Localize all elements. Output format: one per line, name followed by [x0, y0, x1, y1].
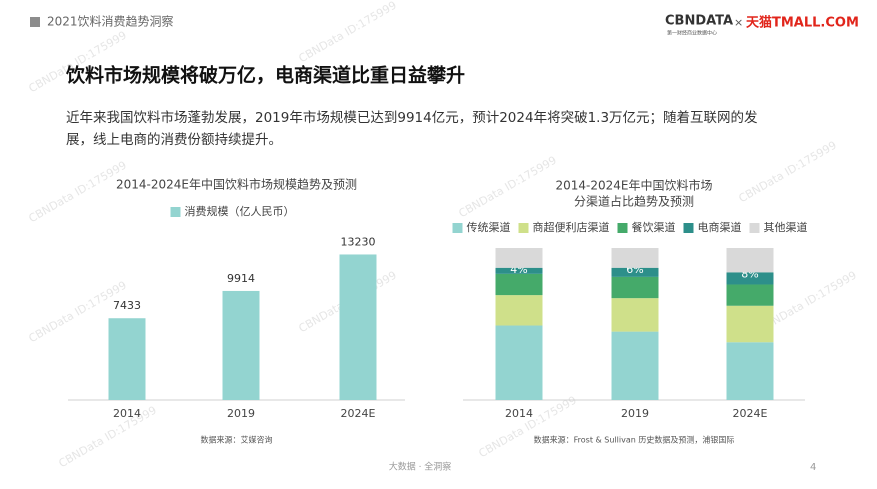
watermark: CBNData ID:175999: [477, 394, 579, 461]
bar: [108, 318, 146, 400]
watermark: CBNData ID:175999: [57, 404, 159, 471]
footer-tagline: 大数据 · 全洞察: [389, 461, 452, 473]
bar-segment: [611, 267, 659, 277]
chart-title: 分渠道占比趋势及预测: [574, 194, 694, 209]
slide-title: 饮料市场规模将破万亿，电商渠道比重日益攀升: [65, 64, 465, 87]
x-tick-label: 2024E: [341, 407, 376, 420]
bar-segment: [611, 298, 659, 332]
x-tick-label: 2024E: [733, 407, 768, 420]
logo-sep: ×: [734, 16, 743, 29]
bar-segment: [726, 342, 774, 400]
value-label: 7433: [113, 299, 141, 312]
bar-segment: [611, 248, 659, 268]
x-tick-label: 2019: [227, 407, 255, 420]
watermark: CBNData ID:175999: [27, 159, 129, 226]
bar: [339, 254, 377, 400]
watermark: CBNData ID:175999: [737, 139, 839, 206]
body-line: 展，线上电商的消费份额持续提升。: [66, 132, 282, 148]
x-tick-label: 2014: [505, 407, 533, 420]
watermark: CBNData ID:175999: [457, 154, 559, 221]
x-tick-label: 2014: [113, 407, 141, 420]
legend-swatch: [683, 223, 694, 233]
section-label: 2021饮料消费趋势洞察: [47, 15, 174, 29]
legend-swatch: [749, 223, 760, 233]
bar-segment: [611, 331, 659, 400]
body-line: 近年来我国饮料市场蓬勃发展，2019年市场规模已达到9914亿元，预计2024年…: [66, 109, 758, 126]
source-note: 数据来源：艾媒咨询: [201, 435, 273, 445]
bar-segment: [726, 284, 774, 306]
bar-segment: [726, 305, 774, 343]
section-icon: [30, 17, 40, 27]
legend-label: 餐饮渠道: [632, 220, 676, 234]
bar-segment: [495, 295, 543, 326]
chart-title: 2014-2024E年中国饮料市场: [556, 178, 713, 193]
legend-swatch: [170, 207, 181, 217]
source-note: 数据来源：Frost & Sullivan 历史数据及预测，浦银国际: [534, 435, 735, 445]
logo-sub: 第一财经商业数据中心: [667, 30, 717, 37]
legend-label: 其他渠道: [764, 220, 808, 234]
value-label: 13230: [341, 235, 376, 248]
legend-swatch: [617, 223, 628, 233]
watermark: CBNData ID:175999: [297, 0, 399, 65]
legend-label: 消费规模（亿人民币）: [185, 204, 295, 218]
logo-partner: 天猫TMALL.COM: [746, 15, 859, 31]
x-tick-label: 2019: [621, 407, 649, 420]
page-number: 4: [810, 462, 816, 473]
value-label: 9914: [227, 272, 255, 285]
legend-label: 电商渠道: [698, 220, 742, 234]
bar-segment: [726, 248, 774, 273]
bar-segment: [495, 267, 543, 274]
bar: [222, 290, 260, 400]
bar-segment: [495, 248, 543, 268]
bar-segment: [495, 325, 543, 400]
legend-label: 商超便利店渠道: [533, 220, 610, 234]
legend-swatch: [452, 223, 463, 233]
legend-swatch: [518, 223, 529, 233]
bar-segment: [611, 276, 659, 299]
logo-main: CBNDATA: [665, 14, 733, 29]
bar-segment: [726, 272, 774, 285]
legend-label: 传统渠道: [467, 220, 511, 234]
chart-title: 2014-2024E年中国饮料市场规模趋势及预测: [116, 177, 357, 192]
bar-segment: [495, 273, 543, 296]
